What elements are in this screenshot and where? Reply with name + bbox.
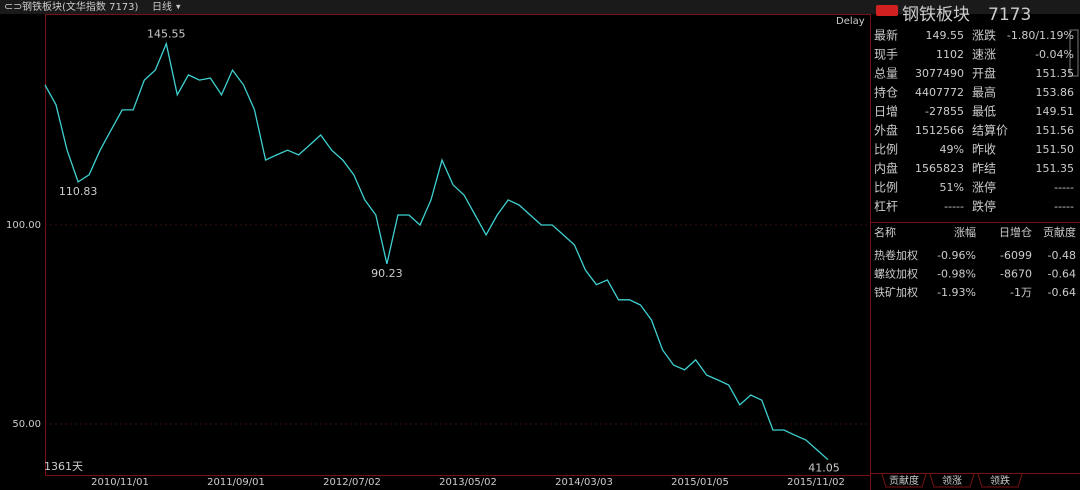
quote-label: 比例 bbox=[874, 143, 898, 157]
component-cell: -0.48 bbox=[1048, 249, 1076, 262]
quote-value: 151.35 bbox=[1036, 162, 1075, 175]
badge bbox=[876, 5, 898, 16]
component-header: 日增仓 bbox=[999, 225, 1032, 239]
quote-label: 最新 bbox=[874, 28, 898, 43]
tab-shape[interactable] bbox=[881, 473, 927, 488]
component-cell: 热卷加权 bbox=[874, 248, 918, 262]
tab-shape[interactable] bbox=[929, 473, 975, 488]
x-tick-label: 2012/07/02 bbox=[323, 477, 381, 488]
y-tick-label: 100.00 bbox=[6, 220, 41, 231]
x-tick-label: 2015/01/05 bbox=[671, 477, 729, 488]
quote-label: 持仓 bbox=[874, 85, 898, 100]
low-label: 90.23 bbox=[371, 267, 403, 280]
quote-label: 涨跌 bbox=[972, 28, 996, 43]
component-header: 涨幅 bbox=[954, 226, 976, 239]
tab[interactable]: 领涨 bbox=[942, 474, 962, 487]
quote-label: 总量 bbox=[874, 67, 898, 81]
quote-label: 最高 bbox=[972, 85, 996, 100]
bar-count: 1361天 bbox=[44, 460, 83, 473]
instrument-name: 钢铁板块 bbox=[902, 5, 970, 25]
quote-label: 杠杆 bbox=[874, 199, 898, 214]
tab[interactable]: 贡献度 bbox=[889, 474, 919, 487]
delay-flag: Delay bbox=[836, 16, 865, 27]
component-cell: -0.98% bbox=[937, 268, 976, 281]
period-selector[interactable]: 日线 bbox=[152, 0, 172, 13]
quote-value: 151.35 bbox=[1036, 67, 1075, 80]
quote-label: 跌停 bbox=[972, 199, 996, 214]
window-title: 钢铁板块(文华指数 7173) bbox=[22, 0, 139, 13]
quote-label: 涨停 bbox=[972, 180, 996, 195]
quote-value: 1102 bbox=[936, 48, 964, 61]
y-tick-label: 50.00 bbox=[12, 419, 41, 430]
quote-value: 149.51 bbox=[1036, 105, 1075, 118]
component-cell: -0.96% bbox=[937, 249, 976, 262]
x-tick-label: 2015/11/02 bbox=[787, 477, 845, 488]
quote-label: 最低 bbox=[972, 105, 996, 119]
low-label: 110.83 bbox=[59, 185, 98, 198]
component-cell: -8670 bbox=[1000, 268, 1032, 281]
component-cell: 螺纹加权 bbox=[874, 267, 918, 281]
quote-value: 51% bbox=[940, 181, 964, 194]
quote-value: 151.50 bbox=[1036, 143, 1075, 156]
component-cell: -0.64 bbox=[1048, 286, 1076, 299]
quote-label: 现手 bbox=[874, 48, 898, 62]
quote-value: 1512566 bbox=[915, 124, 964, 137]
quote-value: -1.80/1.19% bbox=[1007, 29, 1074, 42]
quote-label: 比例 bbox=[874, 181, 898, 195]
component-header: 贡献度 bbox=[1043, 225, 1076, 239]
component-header: 名称 bbox=[874, 225, 896, 239]
quote-value: 151.56 bbox=[1036, 124, 1075, 137]
quote-value: ----- bbox=[1054, 181, 1074, 194]
top-bar bbox=[0, 0, 1080, 14]
quote-value: ----- bbox=[1054, 200, 1074, 213]
quote-label: 开盘 bbox=[972, 66, 996, 81]
quote-label: 日增 bbox=[874, 105, 898, 119]
component-cell: -1.93% bbox=[937, 286, 976, 299]
quote-value: ----- bbox=[944, 200, 964, 213]
quote-label: 外盘 bbox=[874, 123, 898, 138]
scrollbar[interactable] bbox=[1069, 29, 1079, 77]
price-line bbox=[44, 41, 829, 461]
x-tick-label: 2011/09/01 bbox=[207, 477, 265, 488]
component-cell: -1万 bbox=[1010, 286, 1032, 299]
icon: ⊂⊃ bbox=[4, 0, 22, 13]
x-tick-label: 2010/11/01 bbox=[91, 477, 149, 488]
tab-shape[interactable] bbox=[977, 473, 1023, 488]
high-label: 145.55 bbox=[147, 28, 186, 41]
dropdown-arrow[interactable]: ▾ bbox=[176, 3, 181, 13]
quote-label: 昨结 bbox=[972, 162, 996, 176]
quote-value: 4407772 bbox=[915, 86, 964, 99]
instrument-code: 7173 bbox=[988, 5, 1031, 25]
quote-value: 49% bbox=[940, 143, 964, 156]
x-tick-label: 2013/05/02 bbox=[439, 477, 497, 488]
quote-value: 153.86 bbox=[1036, 86, 1075, 99]
last-label: 41.05 bbox=[808, 462, 840, 475]
x-tick-label: 2014/03/03 bbox=[555, 477, 613, 488]
quote-value: 1565823 bbox=[915, 162, 964, 175]
quote-value: -0.04% bbox=[1035, 48, 1074, 61]
tab[interactable]: 领跌 bbox=[990, 474, 1010, 487]
quote-label: 内盘 bbox=[874, 161, 898, 176]
quote-label: 结算价 bbox=[972, 123, 1008, 138]
quote-label: 昨收 bbox=[972, 143, 996, 157]
quote-value: -27855 bbox=[925, 105, 964, 118]
quote-value: 3077490 bbox=[915, 67, 964, 80]
component-cell: -0.64 bbox=[1048, 268, 1076, 281]
quote-value: 149.55 bbox=[926, 29, 965, 42]
quote-label: 速涨 bbox=[972, 47, 996, 62]
component-cell: 铁矿加权 bbox=[874, 286, 918, 299]
component-cell: -6099 bbox=[1000, 249, 1032, 262]
